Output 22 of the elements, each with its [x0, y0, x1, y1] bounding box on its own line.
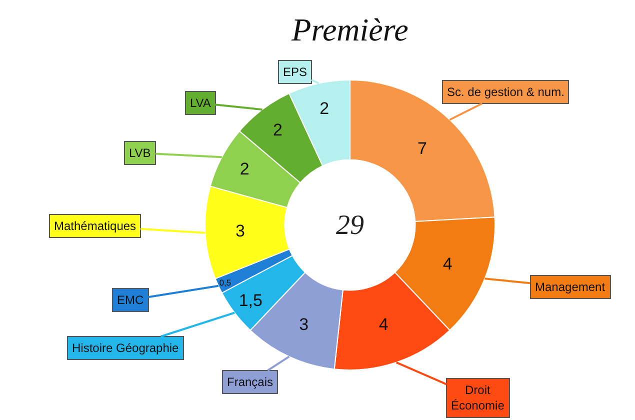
slice-label: Sc. de gestion & num.	[447, 85, 564, 99]
slice-label: Management	[535, 280, 606, 294]
slice-label: Histoire Géographie	[72, 341, 180, 355]
data-label: 0,5	[219, 277, 232, 288]
chart-title: Première	[290, 12, 408, 48]
slice-label: Droit Économie	[451, 383, 505, 413]
data-label: 4	[378, 315, 388, 334]
text: 29	[336, 210, 364, 241]
data-label: 3	[236, 221, 245, 240]
data-label: 2	[240, 160, 250, 179]
slice-label: EPS	[283, 65, 308, 79]
data-label: 4	[442, 254, 452, 274]
data-label: 1,5	[238, 291, 262, 310]
data-label: 7	[418, 139, 428, 158]
slice-label: Mathématiques	[54, 219, 136, 233]
data-label: 2	[273, 120, 283, 140]
slice-label: LVB	[129, 146, 151, 160]
data-label: 3	[299, 315, 309, 334]
data-label: 2	[320, 98, 330, 118]
slice-label: Français	[227, 375, 274, 389]
slice-label: LVA	[190, 96, 211, 110]
slice-label: EMC	[117, 293, 144, 307]
